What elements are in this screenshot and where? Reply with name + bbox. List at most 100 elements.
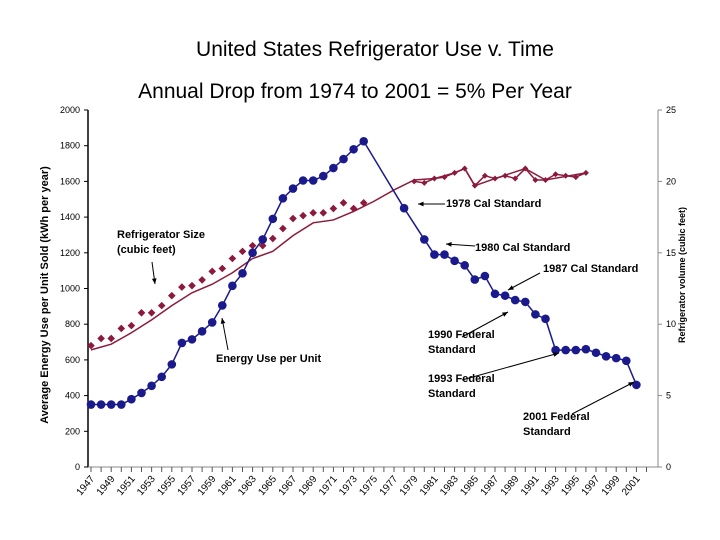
size-point [441,174,448,181]
size-point [319,209,328,217]
y2-tick-label: 20 [666,176,676,186]
size-point [168,291,176,300]
annotation-label: Standard [428,388,476,400]
energy-point [157,372,166,382]
x-tick-label: 1981 [418,474,441,498]
arrow-head-icon [628,382,634,387]
size-trend-line [90,167,587,351]
x-tick-label: 1983 [438,474,461,498]
size-point [269,234,277,243]
energy-point [86,400,96,409]
y-tick-label: 800 [65,319,80,329]
annotation-label: (cubic feet) [117,244,176,256]
x-tick-label: 1999 [600,474,623,498]
size-point [522,165,529,172]
annotation-label: Refrigerator Size [117,229,205,241]
size-point [572,174,579,181]
x-tick-label: 1951 [115,474,138,498]
size-point [481,172,488,179]
size-point [147,308,156,317]
energy-point [420,235,429,244]
y-tick-label: 2000 [60,105,80,115]
x-tick-label: 1987 [479,474,502,498]
annotation-label: Standard [428,344,476,356]
energy-point [187,335,197,344]
x-tick-label: 1947 [75,474,98,498]
energy-point [319,171,328,181]
x-tick-label: 1993 [539,474,562,498]
energy-point [278,194,288,203]
annotation-label: Energy Use per Unit [216,353,321,365]
energy-point [581,344,591,354]
size-point [329,204,338,213]
energy-point [197,327,207,336]
size-point [411,178,418,185]
energy-point [349,144,358,154]
arrow-head-icon [220,318,226,324]
size-point [157,301,166,310]
energy-point [571,345,581,355]
y-tick-label: 200 [65,426,80,436]
y2-tick-label: 0 [666,462,671,472]
energy-point [117,400,126,409]
x-tick-label: 1949 [95,474,118,498]
size-point [492,175,498,182]
size-point [582,169,589,176]
size-line-segment [474,175,486,187]
x-tick-label: 1961 [216,474,239,498]
y-tick-label: 600 [65,355,80,365]
x-tick-label: 1969 [297,474,320,498]
x-tick-label: 1975 [357,474,380,498]
y2-tick-label: 5 [666,391,671,401]
annotation-arrow [507,272,541,291]
arrow-head-icon [502,312,508,317]
x-tick-label: 1963 [236,474,259,498]
size-point [299,211,307,220]
size-point [258,241,267,250]
energy-point [339,154,348,164]
annotation-arrow [571,381,635,415]
energy-point [218,301,227,310]
energy-point [329,163,338,173]
y2-axis-label: Refrigerator volume (cubic feet) [677,207,687,343]
energy-point [450,256,459,266]
energy-point [288,184,298,193]
energy-point [490,289,500,299]
energy-point [561,345,570,355]
x-tick-label: 1991 [519,474,542,498]
size-point [97,334,105,343]
x-tick-label: 1977 [378,474,401,498]
size-point [178,283,186,291]
energy-point [127,394,136,404]
size-point [502,172,509,179]
size-point [218,264,227,273]
energy-point [359,136,369,146]
size-point [512,175,519,182]
annotation-label: 1990 Federal [428,329,495,341]
x-tick-label: 1971 [317,474,340,498]
energy-point [470,275,480,284]
y2-tick-label: 10 [666,319,676,329]
size-point [279,224,287,233]
size-point [359,199,368,207]
y-tick-label: 400 [65,391,80,401]
size-point [107,334,115,343]
x-tick-label: 1967 [277,474,300,498]
annotation-label: 1993 Federal [428,373,495,385]
chart-subtitle: Annual Drop from 1974 to 2001 = 5% Per Y… [138,80,572,103]
energy-point [521,297,530,307]
arrow-head-icon [151,278,157,284]
energy-point [137,388,146,398]
y-tick-label: 1800 [60,141,80,151]
x-tick-label: 1985 [458,474,481,498]
annotation-label: 2001 Federal [523,411,590,423]
size-point [188,281,196,290]
annotation-arrow [461,352,560,381]
x-tick-label: 1997 [580,474,603,498]
energy-point [238,269,247,278]
energy-point [399,203,409,213]
energy-point [480,271,490,281]
energy-point [601,352,611,361]
